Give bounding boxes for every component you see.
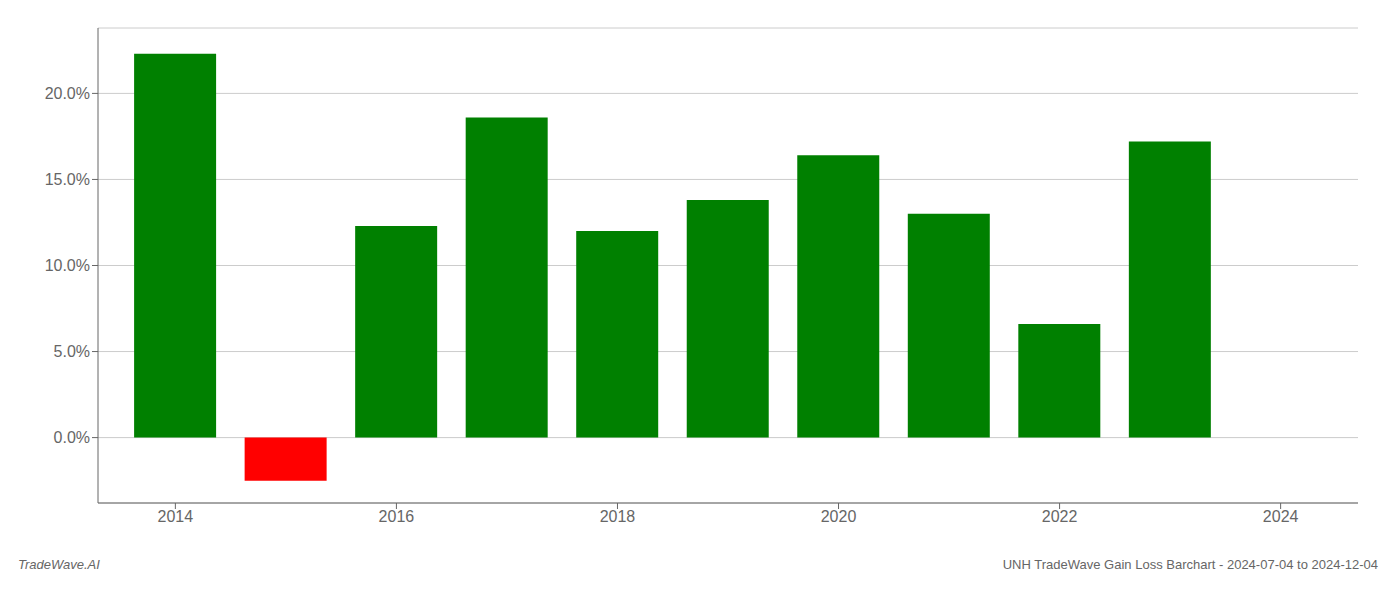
- svg-text:2024: 2024: [1263, 508, 1299, 525]
- svg-text:0.0%: 0.0%: [54, 429, 90, 446]
- html-text:UNH TradeWave Gain Loss Barcha: UNH TradeWave Gain Loss Barchart - 2024-…: [1002, 557, 1378, 572]
- svg-text:5.0%: 5.0%: [54, 343, 90, 360]
- svg-text:10.0%: 10.0%: [45, 257, 90, 274]
- svg-text:2022: 2022: [1042, 508, 1078, 525]
- svg-text:15.0%: 15.0%: [45, 171, 90, 188]
- svg-text:2016: 2016: [379, 508, 415, 525]
- svg-text:20.0%: 20.0%: [45, 85, 90, 102]
- html-text:TradeWave.AI: TradeWave.AI: [18, 557, 100, 572]
- svg-text:2014: 2014: [158, 508, 194, 525]
- svg-text:2020: 2020: [821, 508, 857, 525]
- svg-text:2018: 2018: [600, 508, 636, 525]
